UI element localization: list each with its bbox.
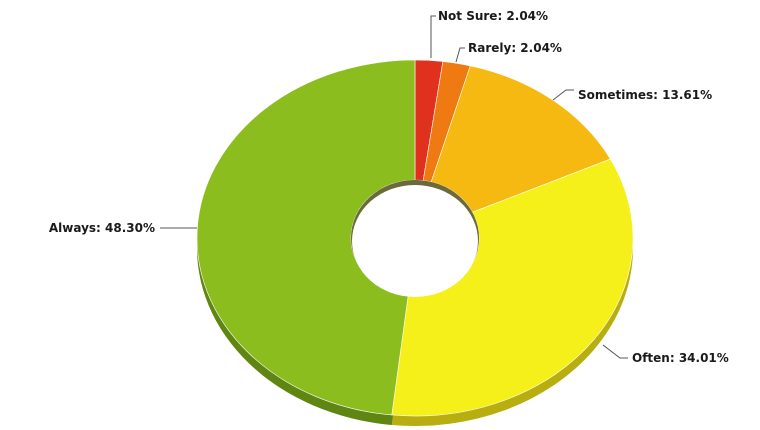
leader-line-sometimes (552, 89, 574, 101)
donut-slices (196, 59, 634, 417)
donut-hole-center (352, 185, 478, 297)
slice-labels: Not Sure: 2.04% Rarely: 2.04% Sometimes: 1… (49, 9, 729, 365)
leader-line-rarely (455, 47, 465, 63)
slice-label-always: Always: 48.30% (49, 221, 155, 235)
donut-hole (351, 180, 479, 297)
slice-label-often: Often: 34.01% (632, 351, 729, 365)
slice-label-sometimes: Sometimes: 13.61% (578, 88, 712, 102)
leader-line-often (602, 344, 628, 359)
slice-label-not-sure: Not Sure: 2.04% (438, 9, 548, 23)
slice-label-rarely: Rarely: 2.04% (468, 41, 562, 55)
leader-line-not-sure (430, 15, 436, 58)
